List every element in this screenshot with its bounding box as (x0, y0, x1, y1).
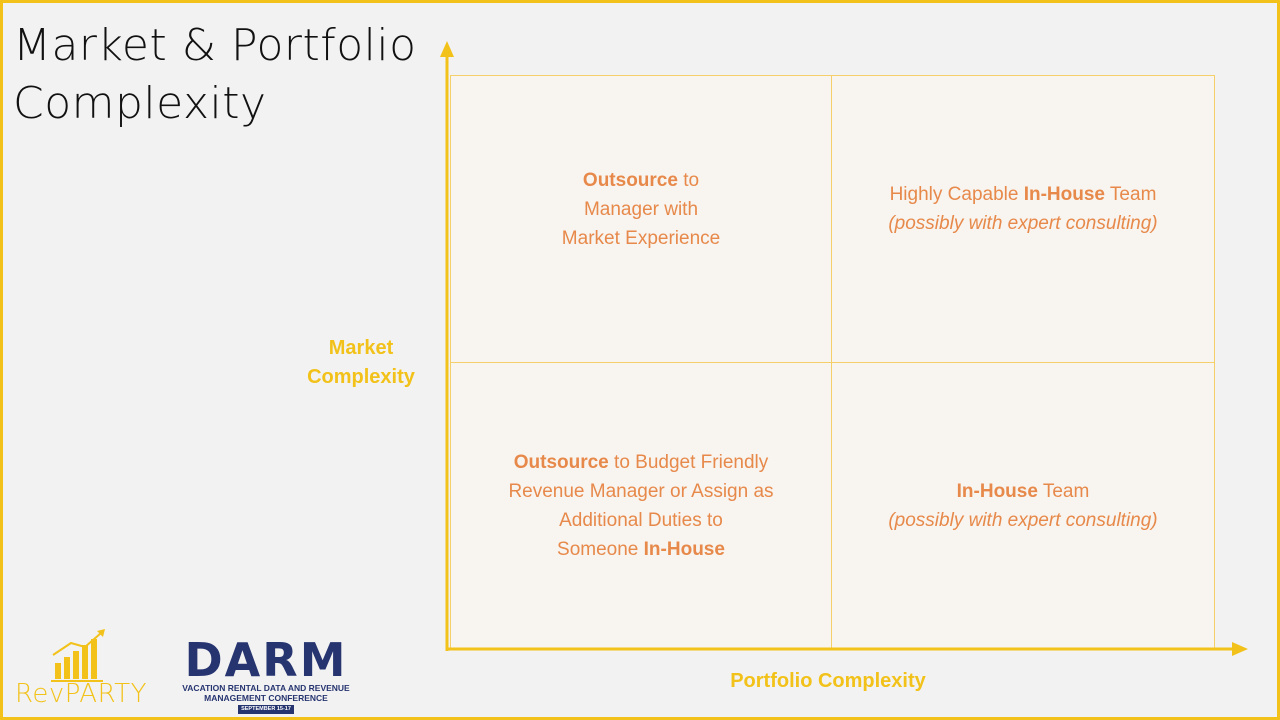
q-br-post: Team (1037, 480, 1090, 502)
quadrant-bottom-right: In-House Team (possibly with expert cons… (831, 362, 1215, 649)
darm-subtitle-line-2: MANAGEMENT CONFERENCE (204, 693, 328, 703)
title-line-2: Complexity (13, 78, 267, 129)
bar-chart-icon (51, 629, 105, 682)
q-bl-text-1: to Budget Friendly (608, 451, 769, 473)
x-axis-arrow (1232, 642, 1248, 656)
quadrant-bottom-left: Outsource to Budget Friendly Revenue Man… (450, 362, 832, 649)
revparty-logo: RevPARTY (15, 627, 155, 711)
q-tr-bold: In-House (1023, 184, 1105, 205)
slide-title: Market & Portfolio Complexity (13, 17, 417, 133)
q-bl-bold-2: In-House (643, 538, 725, 560)
q-tl-text-3: Market Experience (561, 227, 721, 249)
y-axis-label: Market Complexity (299, 334, 423, 392)
y-axis-label-line-2: Complexity (307, 366, 415, 388)
q-bl-text-2: Revenue Manager or Assign as (508, 480, 774, 502)
quadrant-top-right: Highly Capable In-House Team (possibly w… (831, 75, 1215, 363)
complexity-matrix: Outsource to Manager with Market Experie… (450, 75, 1215, 649)
quadrant-top-left: Outsource to Manager with Market Experie… (450, 75, 832, 363)
q-br-italic: (possibly with expert consulting) (888, 509, 1158, 531)
q-tr-italic: (possibly with expert consulting) (888, 213, 1158, 234)
y-axis-label-line-1: Market (328, 337, 394, 359)
q-tl-bold: Outsource (582, 169, 678, 191)
darm-wordmark: DARM (184, 633, 348, 687)
x-axis-label: Portfolio Complexity (730, 670, 926, 692)
darm-subtitle: VACATION RENTAL DATA AND REVENUE MANAGEM… (181, 683, 351, 703)
q-bl-bold: Outsource (513, 451, 609, 473)
darm-subtitle-line-1: VACATION RENTAL DATA AND REVENUE (182, 683, 350, 693)
q-br-bold: In-House (956, 480, 1038, 502)
q-tl-text-2: Manager with (583, 198, 699, 220)
q-tl-text-1: to (677, 169, 700, 191)
q-tr-pre: Highly Capable (889, 184, 1024, 205)
darm-logo: DARM VACATION RENTAL DATA AND REVENUE MA… (181, 633, 351, 715)
darm-dates-badge: SEPTEMBER 15-17 (238, 705, 294, 714)
q-bl-text-4: Someone (557, 538, 644, 560)
q-tr-post: Team (1105, 184, 1157, 205)
axes (440, 41, 1248, 656)
title-line-1: Market & Portfolio (13, 20, 417, 71)
q-bl-text-3: Additional Duties to (559, 509, 723, 531)
y-axis-arrow (440, 41, 454, 57)
revparty-wordmark: RevPARTY (15, 679, 148, 709)
